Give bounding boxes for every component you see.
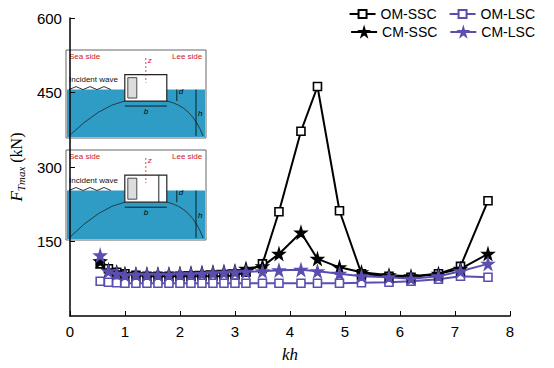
svg-text:600: 600 — [37, 10, 62, 27]
svg-text:3: 3 — [231, 323, 239, 340]
svg-text:7: 7 — [451, 323, 459, 340]
svg-text:Lee side: Lee side — [172, 152, 203, 161]
svg-text:F: F — [7, 191, 26, 203]
svg-text:300: 300 — [37, 159, 62, 176]
svg-text:Sea side: Sea side — [69, 52, 101, 61]
svg-text:8: 8 — [506, 323, 514, 340]
svg-text:kh: kh — [282, 345, 298, 364]
svg-text:4: 4 — [286, 323, 294, 340]
svg-text:450: 450 — [37, 84, 62, 101]
svg-text:Tmax: Tmax — [15, 167, 27, 192]
svg-text:Sea side: Sea side — [69, 152, 101, 161]
svg-text:Incident wave: Incident wave — [69, 176, 118, 185]
svg-text:OM-SSC: OM-SSC — [381, 6, 437, 22]
svg-text:CM-LSC: CM-LSC — [481, 24, 535, 40]
svg-text:Incident wave: Incident wave — [69, 75, 118, 84]
svg-text:CM-SSC: CM-SSC — [382, 24, 437, 40]
svg-text:b: b — [144, 107, 149, 116]
svg-text:Lee side: Lee side — [172, 52, 203, 61]
svg-text:z: z — [147, 156, 152, 165]
svg-text:d: d — [179, 188, 184, 197]
svg-text:150: 150 — [37, 233, 62, 250]
svg-text:h: h — [198, 211, 203, 220]
svg-text:OM-LSC: OM-LSC — [481, 6, 535, 22]
svg-text:(kN): (kN) — [8, 132, 26, 166]
svg-text:z: z — [147, 56, 152, 65]
svg-text:h: h — [198, 109, 203, 118]
svg-text:b: b — [144, 208, 149, 217]
svg-text:2: 2 — [176, 323, 184, 340]
svg-text:1: 1 — [121, 323, 129, 340]
svg-text:6: 6 — [396, 323, 404, 340]
svg-text:d: d — [179, 87, 184, 96]
svg-text:5: 5 — [341, 323, 349, 340]
svg-text:0: 0 — [66, 323, 74, 340]
